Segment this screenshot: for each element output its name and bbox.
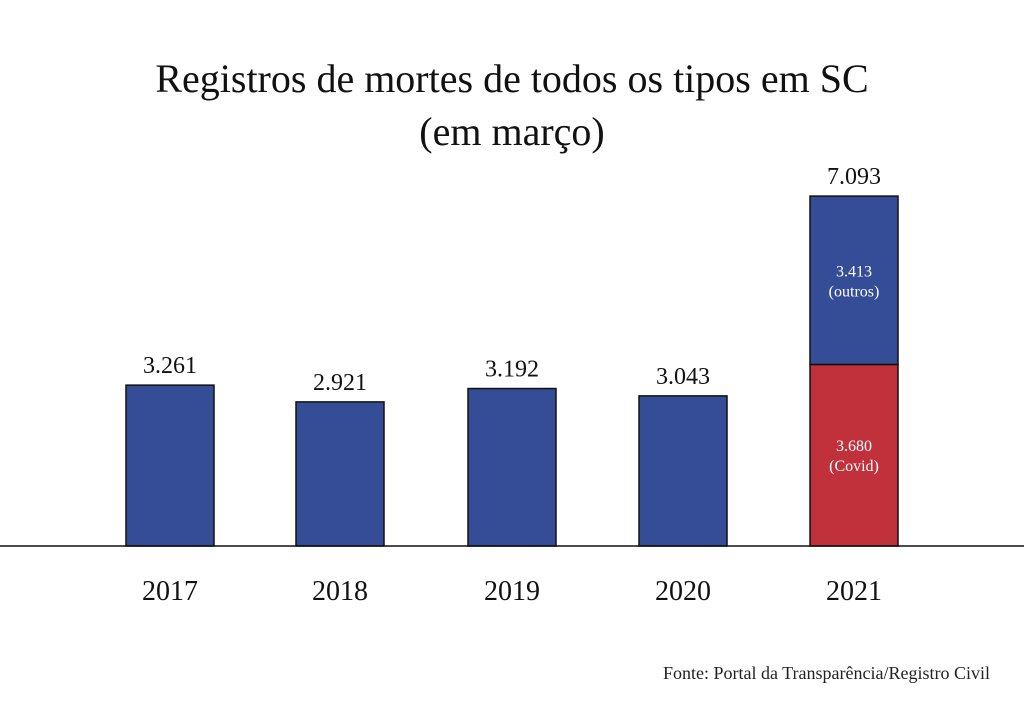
bar-segment-2021-covid: [809, 363, 899, 547]
bar-2018: [295, 401, 385, 547]
labels-layer: 3.261 2.921 3.192 3.043 3.680 (Covid) 3.413 (ou…: [143, 164, 881, 475]
x-tick-2017: 2017: [142, 576, 198, 607]
bar-2019: [467, 387, 557, 547]
bar-2017: [125, 384, 215, 547]
segment-name-label-outros: (outros): [829, 283, 880, 300]
chart-title-line-2: (em março): [419, 109, 604, 154]
value-label-2018: 2.921: [313, 370, 367, 396]
source-note: Fonte: Portal da Transparência/Registro …: [663, 663, 990, 683]
segment-value-label-covid: 3.680: [836, 438, 872, 455]
value-label-2020: 3.043: [656, 364, 710, 390]
x-tick-2020: 2020: [655, 576, 711, 607]
chart-title-line-1: Registros de mortes de todos os tipos em…: [155, 56, 868, 101]
segment-value-label-outros: 3.413: [836, 263, 872, 280]
value-label-2019: 3.192: [485, 357, 539, 383]
segment-name-label-covid: (Covid): [829, 458, 879, 475]
x-tick-2021: 2021: [826, 576, 882, 607]
value-label-2021: 7.093: [827, 164, 881, 190]
value-label-2017: 3.261: [143, 353, 197, 379]
bar-2020: [638, 395, 728, 547]
x-tick-2018: 2018: [312, 576, 368, 607]
x-axis-ticks: 2017 2018 2019 2020 2021: [142, 576, 882, 607]
x-tick-2019: 2019: [484, 576, 540, 607]
bar-segment-2021-outros: [809, 195, 899, 366]
bars-layer: [125, 195, 899, 547]
